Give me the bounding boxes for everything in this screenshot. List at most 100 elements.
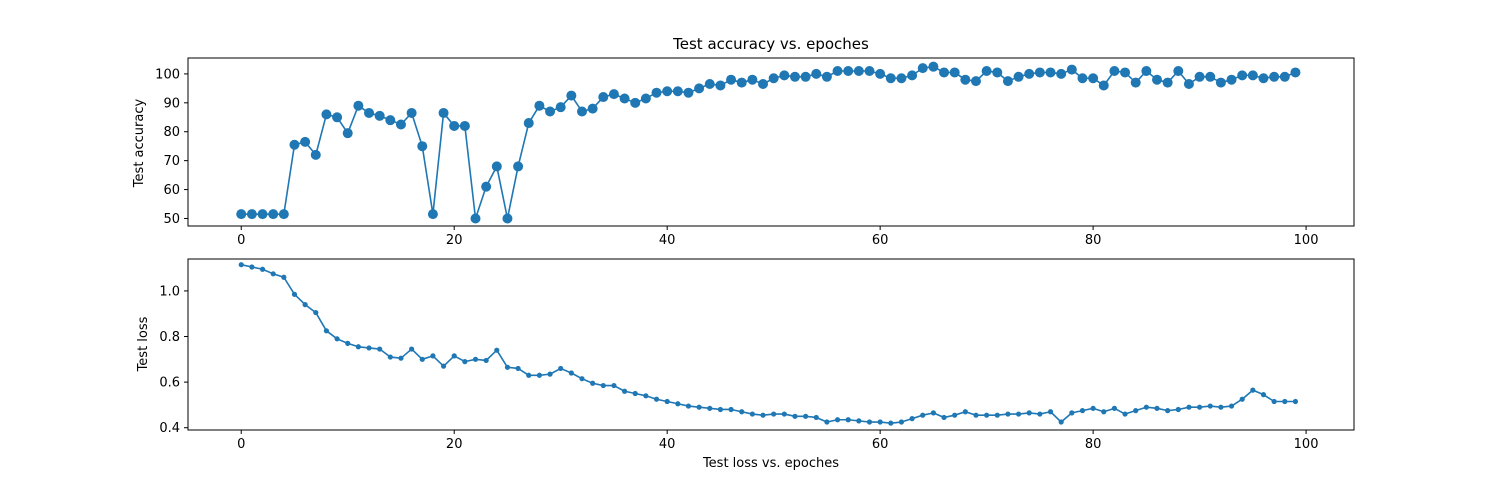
loss-point: [238, 262, 244, 268]
accuracy-point: [1034, 67, 1045, 78]
loss-point: [398, 355, 404, 361]
loss-point: [707, 405, 713, 411]
loss-point: [483, 357, 489, 364]
loss-point: [1058, 419, 1064, 425]
loss-point: [664, 398, 670, 405]
accuracy-point: [1098, 80, 1109, 91]
loss-point: [941, 414, 947, 421]
accuracy-point: [832, 66, 843, 77]
accuracy-line: [241, 65, 1296, 220]
loss-x-tick-label: 100: [1294, 437, 1319, 452]
loss-point: [515, 365, 521, 372]
loss-y-tick-label: 0.8: [159, 330, 180, 345]
loss-point: [973, 412, 979, 418]
accuracy-point: [427, 209, 438, 220]
loss-point: [1101, 409, 1107, 415]
loss-point: [1250, 387, 1256, 393]
loss-point: [270, 271, 276, 277]
accuracy-point: [310, 149, 321, 160]
accuracy-point: [1120, 67, 1131, 78]
accuracy-point: [470, 213, 481, 224]
accuracy-y-tick-label: 60: [163, 183, 180, 198]
accuracy-point: [885, 73, 896, 84]
loss-point: [824, 419, 830, 425]
accuracy-point: [1077, 73, 1088, 84]
accuracy-axes-frame: [187, 57, 1355, 227]
accuracy-point: [1056, 68, 1067, 79]
accuracy-y-tick-label: 100: [155, 67, 180, 82]
accuracy-point: [960, 74, 971, 85]
loss-point: [994, 412, 1000, 418]
accuracy-point: [1109, 66, 1120, 77]
accuracy-point: [481, 181, 492, 192]
loss-point: [632, 390, 638, 397]
loss-point: [1047, 409, 1054, 415]
accuracy-point: [970, 76, 981, 87]
accuracy-point: [449, 120, 460, 131]
accuracy-point: [917, 63, 928, 74]
accuracy-point: [1130, 77, 1141, 88]
accuracy-point: [651, 87, 662, 98]
loss-point: [472, 356, 479, 362]
accuracy-point: [246, 209, 257, 220]
loss-point: [920, 412, 926, 418]
loss-point: [249, 264, 255, 270]
loss-point: [834, 417, 841, 423]
accuracy-point: [992, 67, 1003, 78]
loss-point: [1197, 404, 1203, 410]
loss-point: [1122, 411, 1128, 417]
accuracy-point: [640, 93, 651, 104]
accuracy-y-tick-label: 90: [163, 96, 180, 111]
accuracy-point: [534, 100, 545, 111]
loss-point: [696, 404, 702, 410]
accuracy-point: [438, 107, 449, 118]
loss-point: [675, 401, 681, 407]
loss-x-tick-label: 80: [1085, 437, 1102, 452]
loss-x-tick-label: 60: [872, 437, 889, 452]
loss-point: [600, 382, 606, 389]
loss-point: [781, 411, 787, 417]
loss-point: [845, 417, 851, 423]
accuracy-point: [523, 118, 534, 129]
accuracy-chart: Test accuracy vs. epoches Test accuracy …: [132, 35, 1355, 248]
loss-point: [302, 302, 308, 308]
loss-point: [1165, 408, 1171, 414]
loss-point: [909, 416, 915, 422]
accuracy-point: [598, 92, 609, 103]
loss-point: [728, 406, 734, 413]
loss-point: [803, 413, 809, 419]
loss-point: [877, 419, 883, 425]
accuracy-point: [1279, 71, 1290, 82]
loss-point: [739, 409, 745, 415]
accuracy-point: [789, 71, 800, 82]
accuracy-point: [704, 79, 715, 90]
loss-point: [440, 363, 447, 369]
accuracy-point: [821, 71, 832, 82]
accuracy-point: [353, 100, 364, 111]
accuracy-point: [1237, 70, 1248, 81]
loss-point: [621, 388, 628, 394]
accuracy-point: [981, 66, 992, 77]
loss-series: [241, 263, 1296, 424]
accuracy-point: [1013, 71, 1024, 82]
accuracy-point: [768, 73, 779, 84]
loss-y-tick-label: 0.6: [159, 376, 180, 391]
accuracy-point: [928, 61, 939, 72]
accuracy-point: [736, 77, 747, 88]
loss-point: [462, 359, 468, 365]
loss-point: [1186, 404, 1192, 410]
loss-markers: [238, 262, 1299, 426]
accuracy-point: [1141, 66, 1152, 77]
accuracy-point: [385, 115, 396, 126]
loss-point: [866, 419, 873, 425]
loss-y-axis-label: Test loss: [136, 316, 151, 372]
loss-point: [494, 347, 500, 353]
accuracy-point: [576, 106, 587, 117]
loss-point: [1239, 396, 1245, 402]
loss-point: [526, 372, 532, 378]
accuracy-point: [853, 66, 864, 77]
loss-point: [1090, 405, 1096, 411]
loss-point: [1133, 408, 1139, 414]
